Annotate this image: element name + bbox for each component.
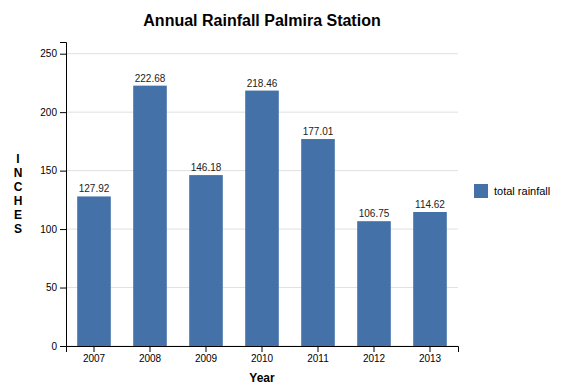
bars (77, 86, 447, 346)
x-tick-label: 2007 (83, 353, 106, 364)
y-axis-title-line: N (14, 166, 23, 180)
title: Annual Rainfall Palmira Station (143, 12, 380, 29)
y-tick-label: 200 (40, 107, 57, 118)
y-axis-title-line: H (14, 194, 23, 208)
bar (301, 139, 335, 346)
y-axis-title-line: C (14, 180, 23, 194)
legend-swatch (474, 184, 488, 198)
plot: 127.92 222.68 146.18 218.46 177.01 106.75 114.… (40, 43, 458, 365)
data-label: 222.68 (135, 73, 166, 84)
y-tick-mark (60, 54, 66, 55)
x-tick: 2013 (419, 346, 442, 364)
bar (245, 91, 279, 346)
y-tick-mark (60, 229, 66, 230)
x-tick-mark (318, 346, 319, 352)
y-tick: 200 (40, 107, 66, 118)
x-tick-mark (206, 346, 207, 352)
legend-item: total rainfall (474, 184, 550, 198)
y-tick: 0 (51, 341, 66, 352)
y-tick: 250 (40, 48, 66, 59)
x-tick-label: 2010 (251, 353, 274, 364)
y-axis: 0 50 100 150 200 250 (40, 43, 66, 352)
x-tick-label: 2009 (195, 353, 218, 364)
y-axis-title-line: I (16, 152, 19, 166)
y-tick: 150 (40, 165, 66, 176)
x-tick-mark (94, 346, 95, 352)
data-label: 177.01 (303, 126, 334, 137)
grid-line (66, 53, 458, 54)
x-tick-mark (262, 346, 263, 352)
y-tick-label: 150 (40, 165, 57, 176)
y-tick-label: 50 (46, 282, 58, 293)
x-tick: 2007 (83, 346, 106, 364)
y-tick-label: 250 (40, 48, 57, 59)
bar (133, 86, 167, 346)
y-tick: 50 (46, 282, 66, 293)
x-axis: 2007 2008 2009 2010 2011 2012 2013 (67, 346, 459, 364)
x-tick: 2012 (363, 346, 386, 364)
x-tick-mark (150, 346, 151, 352)
y-tick-label: 0 (51, 341, 57, 352)
data-label: 127.92 (79, 183, 110, 194)
y-axis-title-line: S (14, 222, 22, 236)
x-tick: 2008 (139, 346, 162, 364)
x-tick: 2009 (195, 346, 218, 364)
x-tick-label: 2013 (419, 353, 442, 364)
grid (66, 54, 458, 346)
data-label: 114.62 (415, 199, 445, 210)
chart: 127.92 222.68 146.18 218.46 177.01 106.75 114.… (0, 0, 588, 392)
x-tick-label: 2008 (139, 353, 162, 364)
y-axis-title-line: E (14, 208, 22, 222)
bar (357, 221, 391, 346)
x-tick: 2011 (307, 346, 329, 364)
data-label: 146.18 (191, 162, 222, 173)
legend-label: total rainfall (494, 185, 550, 197)
x-tick: 2010 (251, 346, 274, 364)
y-tick-mark (60, 171, 66, 172)
data-label: 106.75 (359, 208, 390, 219)
y-tick-mark (60, 112, 66, 113)
x-tick-mark (374, 346, 375, 352)
y-tick: 100 (40, 224, 66, 235)
legend: total rainfall (474, 184, 550, 198)
y-tick-mark (60, 346, 66, 347)
x-axis-line (67, 347, 459, 353)
bar (77, 196, 111, 346)
data-labels: 127.92 222.68 146.18 218.46 177.01 106.75 114.… (79, 73, 446, 220)
x-tick-mark (430, 346, 431, 352)
x-axis-title: Year (249, 371, 275, 385)
x-tick-label: 2011 (307, 353, 329, 364)
x-tick-label: 2012 (363, 353, 386, 364)
data-label: 218.46 (247, 78, 278, 89)
y-tick-mark (60, 288, 66, 289)
bar (189, 175, 223, 346)
y-tick-label: 100 (40, 224, 57, 235)
bar (413, 212, 447, 346)
y-axis-title: INCHES (14, 152, 23, 236)
y-axis-line (60, 43, 67, 347)
